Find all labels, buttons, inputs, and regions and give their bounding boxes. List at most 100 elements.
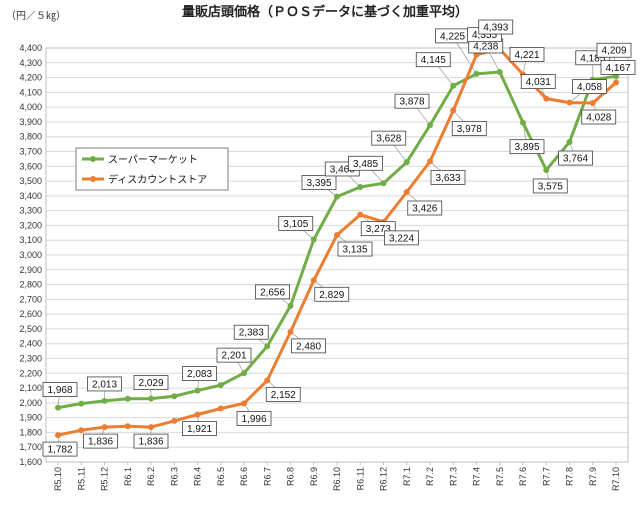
data-label-box: [478, 19, 514, 35]
x-tick-label: R6.2: [146, 467, 156, 486]
data-label: 4,167: [605, 63, 630, 74]
data-label-box: [600, 60, 636, 75]
data-point-supermarket: [287, 302, 294, 309]
data-point-supermarket: [310, 236, 317, 243]
y-tick-label: 2,200: [19, 368, 42, 378]
data-label: 3,460: [330, 164, 355, 175]
data-label: 3,395: [306, 178, 331, 189]
data-point-discount-store: [589, 100, 596, 107]
y-tick-label: 3,700: [19, 147, 42, 157]
data-label-box: [182, 421, 217, 436]
data-label-box: [278, 216, 314, 231]
data-label: 4,209: [601, 46, 626, 57]
data-point-supermarket: [473, 70, 480, 77]
data-label: 2,383: [239, 328, 264, 339]
data-point-discount-store: [450, 107, 457, 114]
chart-title: 量販店頭価格（ＰＯＳデータに基づく加重平均）: [182, 4, 468, 20]
data-label: 3,273: [366, 224, 391, 235]
y-tick-label: 3,600: [19, 161, 42, 171]
data-label-box: [509, 47, 545, 62]
data-point-supermarket: [148, 395, 154, 402]
data-point-supermarket: [427, 122, 433, 129]
y-tick-label: 3,900: [19, 117, 42, 127]
data-point-supermarket: [55, 404, 61, 411]
data-label-box: [451, 120, 487, 136]
data-point-discount-store: [613, 79, 619, 86]
data-label: 3,485: [353, 159, 378, 170]
data-label: 2,656: [260, 287, 285, 298]
data-point-supermarket: [403, 159, 410, 166]
data-label: 4,028: [586, 113, 611, 124]
legend-box: [75, 147, 229, 191]
x-tick-label: R7.3: [448, 467, 458, 486]
data-point-supermarket: [101, 397, 108, 404]
y-tick-label: 1,600: [19, 457, 42, 467]
data-point-supermarket: [357, 183, 364, 190]
data-label-box: [83, 433, 118, 449]
data-label: 3,426: [412, 204, 437, 215]
x-tick-label: R6.5: [216, 467, 226, 486]
data-label-box: [42, 441, 78, 457]
data-point-discount-store: [148, 424, 154, 431]
data-labels: 1,968 2,013 2,029 2,083 2,201 2,383 2,656 3,105…: [42, 19, 636, 457]
data-label-box: [348, 155, 383, 171]
data-label-box: [371, 130, 407, 146]
data-label-box: [255, 284, 290, 300]
y-tick-label: 1,700: [19, 442, 42, 452]
data-point-supermarket: [264, 343, 271, 350]
data-label: 3,224: [389, 233, 414, 244]
data-label-box: [394, 93, 430, 109]
y-tick-label: 2,800: [19, 280, 42, 290]
y-tick-label: 3,200: [19, 220, 42, 230]
data-point-discount-store: [55, 432, 61, 439]
y-tick-label: 4,300: [19, 58, 42, 68]
y-tick-label: 2,000: [19, 398, 42, 408]
y-tick-label: 4,400: [19, 43, 42, 53]
data-label: 4,238: [473, 41, 498, 52]
y-tick-label: 1,900: [19, 413, 42, 423]
data-label: 4,145: [421, 55, 446, 66]
data-point-discount-store: [357, 211, 364, 218]
data-label: 3,895: [514, 142, 539, 153]
data-label: 1,836: [138, 437, 163, 448]
data-label: 2,152: [271, 390, 296, 401]
data-label: 3,764: [563, 154, 588, 165]
data-label-box: [42, 382, 78, 397]
y-tick-label: 2,100: [19, 383, 42, 393]
gridlines: [46, 47, 628, 463]
y-tick-label: 3,100: [19, 235, 42, 245]
data-label: 4,355: [472, 30, 497, 41]
data-label-box: [572, 79, 607, 94]
data-label-box: [216, 347, 252, 363]
legend-swatch-marker: [90, 176, 96, 182]
data-label-box: [596, 42, 632, 58]
data-label-box: [384, 230, 419, 246]
x-tick-label: R5.11: [76, 467, 86, 490]
data-point-supermarket: [380, 180, 387, 187]
y-tick-label: 4,000: [19, 102, 42, 112]
data-label: 3,135: [342, 245, 367, 256]
y-axis-unit-label: （円／５㎏）: [6, 10, 66, 22]
x-tick-label: R6.3: [169, 467, 179, 486]
data-label-box: [430, 170, 466, 185]
data-label-box: [291, 338, 326, 354]
y-tick-label: 2,300: [19, 354, 42, 364]
data-point-supermarket: [78, 400, 85, 407]
y-tick-label: 4,200: [19, 73, 42, 83]
y-tick-label: 2,700: [19, 294, 42, 304]
data-label-box: [301, 175, 337, 190]
data-label: 3,105: [283, 219, 308, 230]
data-label-box: [337, 241, 373, 257]
data-label: 3,878: [399, 97, 424, 108]
data-label: 2,480: [296, 341, 321, 352]
data-label: 4,185: [580, 53, 605, 64]
data-point-discount-store: [287, 328, 294, 335]
x-tick-label: R7.6: [518, 467, 528, 486]
data-point-discount-store: [101, 424, 108, 431]
data-point-supermarket: [171, 393, 178, 400]
data-label-box: [509, 139, 545, 155]
data-label: 2,083: [187, 369, 212, 380]
data-point-supermarket: [543, 166, 550, 173]
data-point-discount-store: [124, 423, 131, 430]
axes: 1,600 1,700 1,800 1,900 2,000 2,100 2,200 2,300…: [19, 43, 629, 491]
